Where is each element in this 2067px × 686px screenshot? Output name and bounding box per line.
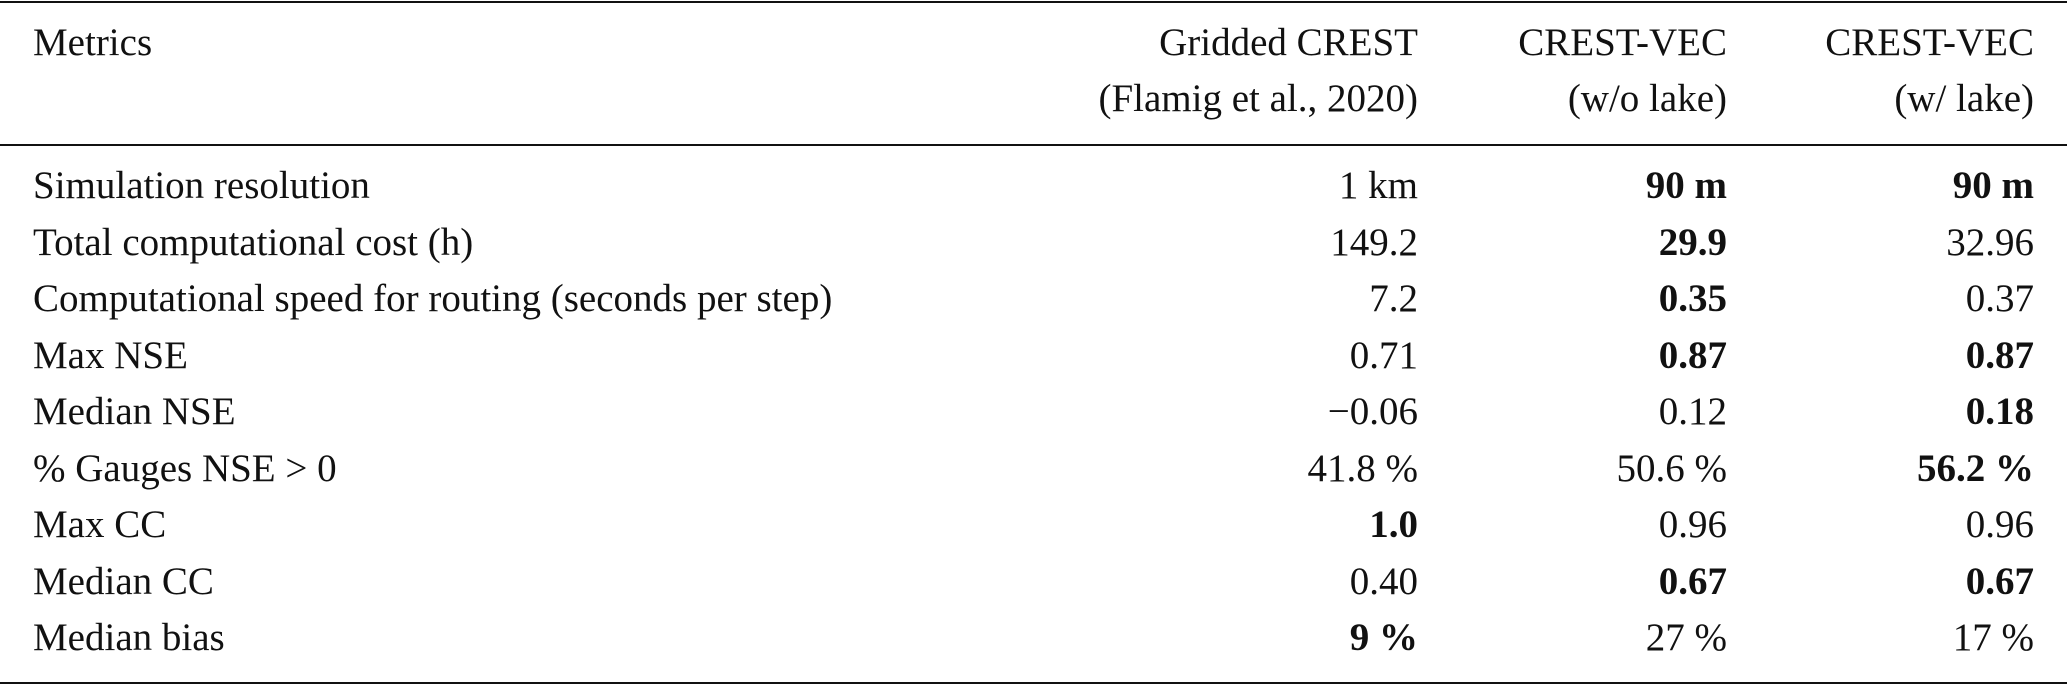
table-cell: 0.87 bbox=[1965, 333, 2034, 377]
row-label: Computational speed for routing (seconds… bbox=[33, 277, 833, 320]
table-cell: 1.0 bbox=[1369, 503, 1418, 546]
header-cell: CREST-VEC bbox=[1825, 21, 2034, 64]
table-cell: 0.35 bbox=[1658, 277, 1727, 320]
row-label: Median bias bbox=[33, 616, 225, 659]
table-cell: 0.87 bbox=[1658, 333, 1727, 377]
table-cell: 9 % bbox=[1349, 616, 1418, 659]
header-cell: (w/ lake) bbox=[1894, 77, 2034, 120]
table-cell: 90 m bbox=[1952, 164, 2034, 207]
table-cell: 0.67 bbox=[1965, 559, 2034, 603]
table-cell: 41.8 % bbox=[1307, 446, 1419, 490]
row-label: Simulation resolution bbox=[33, 164, 370, 207]
table-cell: 0.71 bbox=[1349, 333, 1418, 377]
table-cell: 32.96 bbox=[1946, 220, 2034, 264]
table-cell: 0.67 bbox=[1658, 559, 1727, 603]
top-rule bbox=[0, 1, 2067, 3]
row-label: Max CC bbox=[33, 503, 167, 546]
table-cell: 0.37 bbox=[1965, 277, 2034, 320]
table-cell: 1 km bbox=[1338, 164, 1418, 207]
row-label: Total computational cost (h) bbox=[33, 220, 474, 264]
table-cell: 7.2 bbox=[1369, 277, 1418, 320]
row-label: Median NSE bbox=[33, 390, 236, 433]
table-cell: −0.06 bbox=[1327, 390, 1418, 433]
header-cell: (Flamig et al., 2020) bbox=[1098, 77, 1418, 120]
table-cell: 0.96 bbox=[1658, 503, 1727, 546]
table-cell: 0.96 bbox=[1965, 503, 2034, 546]
table-cell: 56.2 % bbox=[1917, 446, 2034, 490]
table-cell: 149.2 bbox=[1330, 220, 1418, 264]
header-cell: Metrics bbox=[33, 21, 153, 64]
header-cell: CREST-VEC bbox=[1518, 21, 1727, 64]
table-cell: 29.9 bbox=[1658, 220, 1727, 264]
row-label: Max NSE bbox=[33, 333, 188, 377]
table-cell: 0.40 bbox=[1349, 559, 1418, 603]
table-cell: 0.12 bbox=[1658, 390, 1727, 433]
table-cell: 0.18 bbox=[1965, 390, 2034, 433]
row-label: Median CC bbox=[33, 559, 214, 603]
table-cell: 50.6 % bbox=[1616, 446, 1728, 490]
header-rule bbox=[0, 144, 2067, 146]
row-label: % Gauges NSE > 0 bbox=[33, 446, 337, 490]
table-cell: 90 m bbox=[1645, 164, 1727, 207]
table-cell: 27 % bbox=[1645, 616, 1727, 659]
table-cell: 17 % bbox=[1952, 616, 2034, 659]
header-cell: (w/o lake) bbox=[1567, 77, 1727, 120]
bottom-rule bbox=[0, 682, 2067, 684]
header-cell: Gridded CREST bbox=[1159, 21, 1418, 64]
